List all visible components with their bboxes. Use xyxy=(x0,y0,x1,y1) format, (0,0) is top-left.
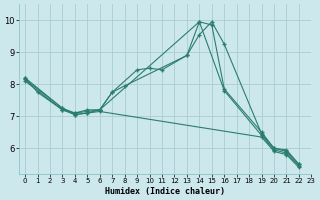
X-axis label: Humidex (Indice chaleur): Humidex (Indice chaleur) xyxy=(105,187,225,196)
